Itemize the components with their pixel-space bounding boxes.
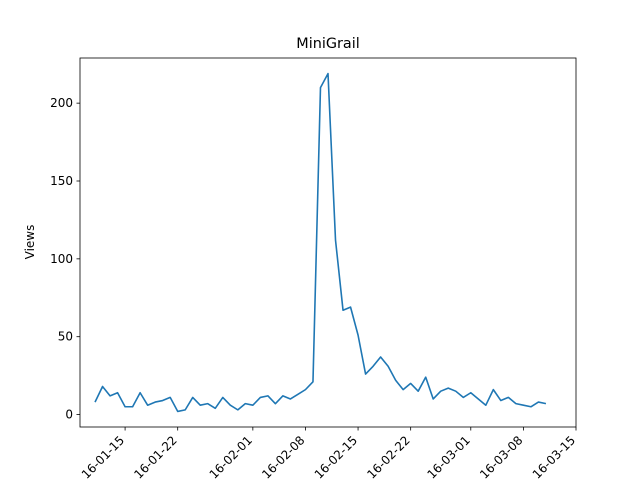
y-tick-label: 100 — [50, 252, 73, 266]
y-tick-label: 200 — [50, 96, 73, 110]
x-tick-label: 16-03-01 — [424, 433, 472, 480]
axes-frame — [79, 57, 577, 428]
series-line-0 — [94, 72, 547, 413]
y-tick-label: 50 — [58, 330, 73, 344]
x-tick-label: 16-02-01 — [207, 433, 255, 480]
y-tick-label: 0 — [65, 408, 73, 422]
x-tick-label: 16-01-22 — [131, 433, 179, 480]
y-tick-label: 150 — [50, 174, 73, 188]
x-tick-label: 16-02-15 — [312, 433, 360, 480]
y-axis-label: Views — [23, 225, 37, 260]
chart-title: MiniGrail — [296, 36, 359, 52]
x-tick-label: 16-03-08 — [477, 433, 525, 480]
x-tick-label: 16-02-22 — [364, 433, 412, 480]
x-tick-label: 16-01-15 — [79, 433, 127, 480]
x-tick-label: 16-02-08 — [259, 433, 307, 480]
x-tick-label: 16-03-15 — [530, 433, 578, 480]
